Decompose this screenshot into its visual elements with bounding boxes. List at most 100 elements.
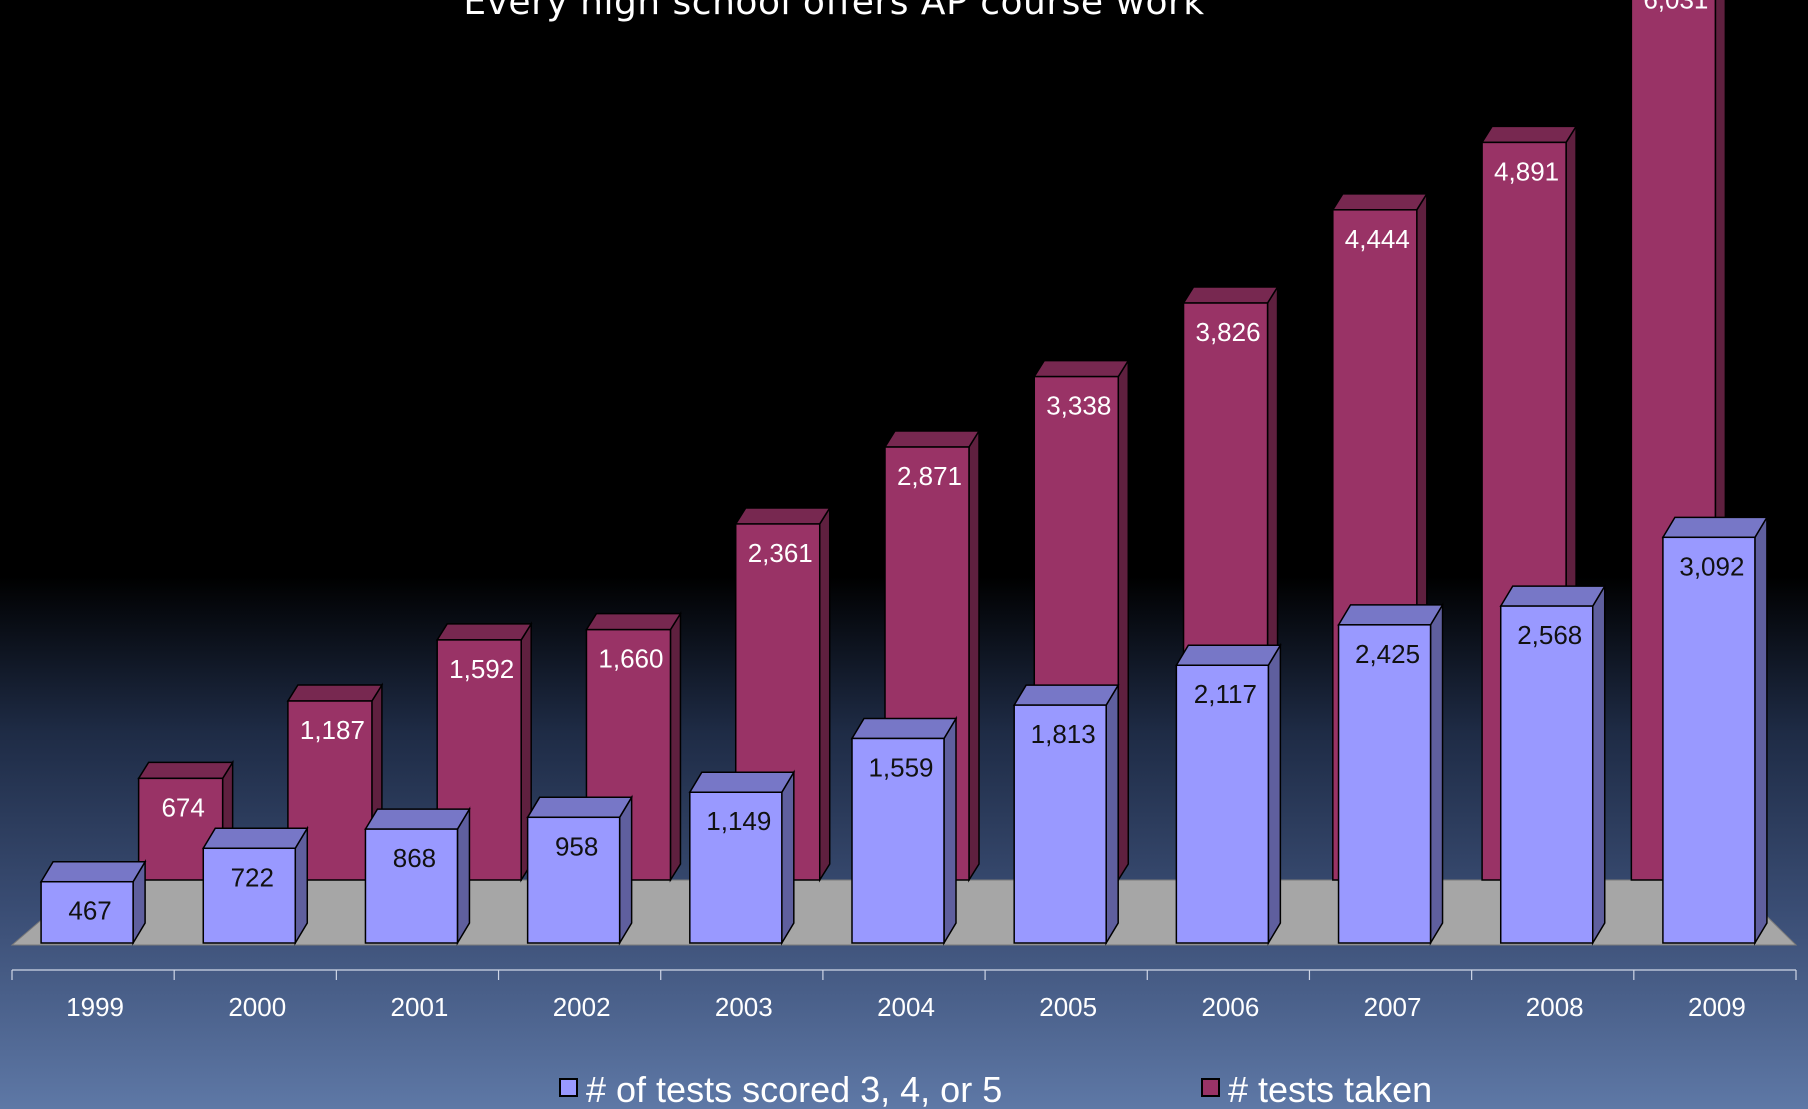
bar-value-label: 6,031 [1643, 0, 1708, 14]
bar-tests-scored-2005: 1,813 [1012, 682, 1120, 946]
bar-top [1661, 516, 1769, 539]
bar-value-label: 1,149 [706, 806, 771, 836]
bar-front [1662, 536, 1756, 944]
bar-front [1013, 704, 1107, 944]
bar-tests-scored-1999: 467 [39, 859, 147, 946]
bar-top [1012, 684, 1120, 706]
bar-top [1331, 193, 1429, 211]
bar-value-label: 722 [231, 862, 274, 892]
bar-value-label: 3,338 [1046, 391, 1111, 421]
bar-front [851, 737, 945, 944]
bar-value-label: 467 [68, 896, 111, 926]
bar-tests-scored-2007: 2,425 [1337, 602, 1444, 946]
x-tick-label: 2004 [877, 992, 935, 1022]
bar-top [39, 860, 147, 883]
bar-front [1337, 624, 1432, 944]
bar-tests-scored-2001: 868 [364, 806, 471, 946]
bar-value-label: 1,813 [1031, 719, 1096, 749]
bars-group: 674 467 1,187 722 1,592 868 1,660 958 2,361 1,149… [39, 0, 1769, 946]
bar-side [968, 428, 980, 883]
chart-title: Every high school offers AP course work [463, 0, 1205, 23]
x-tick-label: 2007 [1364, 992, 1422, 1022]
bar-side [1591, 583, 1606, 946]
x-tick-label: 2008 [1526, 992, 1584, 1022]
bar-value-label: 3,092 [1679, 551, 1744, 581]
bar-value-label: 4,444 [1345, 224, 1410, 254]
legend-item-0: # of tests scored 3, 4, or 5 [559, 1069, 1002, 1109]
bar-front [1175, 664, 1270, 944]
bar-side [943, 715, 957, 946]
bar-front [364, 828, 459, 944]
bar-value-label: 2,568 [1517, 620, 1582, 650]
bar-top [286, 684, 384, 702]
legend-label: # of tests scored 3, 4, or 5 [586, 1069, 1002, 1109]
bar-side [669, 611, 682, 883]
bar-side [618, 794, 633, 946]
bar-side [1105, 682, 1119, 946]
bar-front [689, 791, 783, 944]
legend-item-1: # tests taken [1201, 1069, 1432, 1109]
bar-top [734, 507, 832, 525]
bar-top [1499, 585, 1607, 607]
legend-swatch [559, 1078, 578, 1097]
bar-value-label: 2,117 [1194, 679, 1257, 709]
x-tick-label: 2000 [228, 992, 286, 1022]
bar-top [201, 827, 309, 850]
bar-top [526, 796, 633, 819]
bar-value-label: 868 [393, 843, 436, 873]
bar-top [1480, 125, 1578, 144]
bar-value-label: 1,559 [868, 752, 933, 782]
bar-value-label: 674 [161, 792, 204, 822]
x-tick-label: 2002 [553, 992, 611, 1022]
bar-top [1182, 286, 1279, 304]
bar-value-label: 3,826 [1196, 317, 1261, 347]
bar-top [585, 612, 682, 631]
x-tick-label: 2003 [715, 992, 773, 1022]
bar-side [818, 505, 831, 883]
legend-label: # tests taken [1228, 1069, 1432, 1109]
bar-front [1499, 605, 1594, 944]
bar-top [688, 771, 796, 793]
x-tick-label: 2009 [1688, 992, 1746, 1022]
bar-tests-scored-2006: 2,117 [1175, 642, 1282, 946]
bar-value-label: 2,871 [897, 461, 962, 491]
bar-value-label: 1,187 [300, 715, 365, 745]
bar-tests-scored-2008: 2,568 [1499, 583, 1607, 946]
bar-value-label: 2,361 [748, 538, 813, 568]
x-tick-label: 2005 [1039, 992, 1097, 1022]
bar-top [364, 808, 471, 830]
bar-tests-scored-2004: 1,559 [850, 715, 958, 946]
bar-top [435, 623, 533, 641]
bar-value-label: 1,660 [598, 644, 663, 674]
bar-top [1032, 359, 1130, 378]
bar-tests-scored-2003: 1,149 [688, 769, 796, 946]
bar-top [883, 430, 981, 448]
bar-tests-scored-2000: 722 [201, 825, 309, 946]
bar-top [850, 717, 958, 740]
bar-top [137, 761, 234, 780]
bar-value-label: 4,891 [1494, 156, 1559, 186]
bar-top [1337, 604, 1444, 626]
bar-front [40, 880, 134, 944]
bar-value-label: 958 [555, 831, 598, 861]
bar-top [1175, 644, 1282, 666]
x-tick-label: 2001 [391, 992, 449, 1022]
bar-side [1117, 357, 1130, 883]
bar-side [456, 806, 471, 946]
x-tick-label: 2006 [1201, 992, 1259, 1022]
bar-value-label: 2,425 [1355, 639, 1420, 669]
bar-side [1267, 642, 1282, 946]
bar-tests-scored-2009: 3,092 [1661, 514, 1769, 946]
bar-value-label: 1,592 [449, 654, 514, 684]
x-axis: 1999 2000 2001 2002 2003 2004 2005 2006 2007 2008… [11, 969, 1797, 1022]
bar-side [1429, 602, 1444, 946]
x-tick-label: 1999 [66, 992, 124, 1022]
legend: # of tests scored 3, 4, or 5 # tests take… [559, 1069, 1432, 1109]
bar-side [1754, 514, 1768, 946]
bar-tests-scored-2002: 958 [526, 794, 633, 946]
bar-front [202, 847, 297, 944]
legend-swatch [1201, 1078, 1220, 1097]
bar-front [526, 816, 621, 944]
bar-side [781, 769, 795, 946]
